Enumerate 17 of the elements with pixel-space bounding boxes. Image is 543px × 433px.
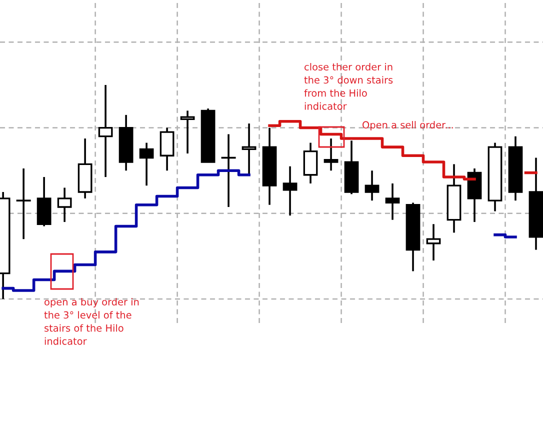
annotation: Open a sell order... xyxy=(362,121,453,130)
candlestick xyxy=(98,84,113,178)
candlestick xyxy=(364,170,380,202)
candlestick xyxy=(139,142,154,186)
candlestick xyxy=(221,133,236,208)
candlestick xyxy=(57,186,72,223)
candlestick xyxy=(303,142,318,184)
candlestick xyxy=(160,126,174,172)
candlestick xyxy=(16,168,31,240)
candlestick xyxy=(180,110,195,154)
candlestick xyxy=(242,122,256,176)
candlestick xyxy=(385,182,400,221)
annotation: close ther order in the 3° down stairs from the Hilo indicator xyxy=(304,63,393,110)
candlestick xyxy=(282,165,298,216)
candlestick xyxy=(324,138,338,172)
candlestick xyxy=(426,223,441,262)
annotation: open a buy order in the 3° level of the stairs of the Hilo indicator xyxy=(44,298,139,345)
